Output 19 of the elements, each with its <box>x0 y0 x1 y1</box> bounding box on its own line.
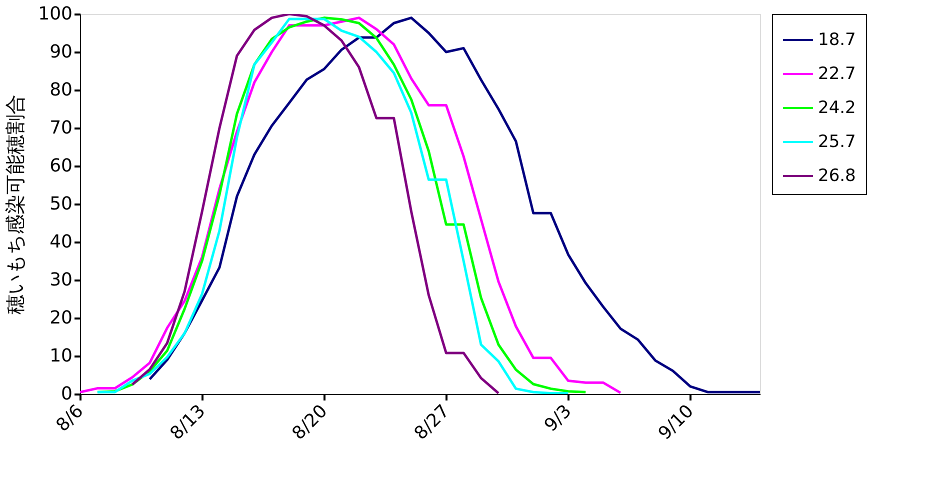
y-tick-label: 80 <box>50 80 72 100</box>
y-tick-label: 40 <box>50 232 72 252</box>
line-series <box>148 16 760 394</box>
y-tick-label: 90 <box>50 42 72 62</box>
y-tick-label: 70 <box>50 118 72 138</box>
line-series <box>131 14 500 394</box>
legend-label: 18.7 <box>818 30 856 50</box>
y-tick-label: 100 <box>38 4 72 24</box>
y-tick-label: 10 <box>50 346 72 366</box>
y-tick-label: 60 <box>50 156 72 176</box>
y-tick-label: 30 <box>50 270 72 290</box>
legend-label: 24.2 <box>818 98 856 118</box>
x-tick-label: 9/3 <box>540 400 576 436</box>
y-tick-label: 20 <box>50 308 72 328</box>
legend-label: 26.8 <box>818 166 856 186</box>
legend-label: 22.7 <box>818 64 856 84</box>
y-tick-label: 50 <box>50 194 72 214</box>
legend-label: 25.7 <box>818 132 856 152</box>
y-axis-title: 穂いもち感染可能穂割合 <box>3 94 28 314</box>
